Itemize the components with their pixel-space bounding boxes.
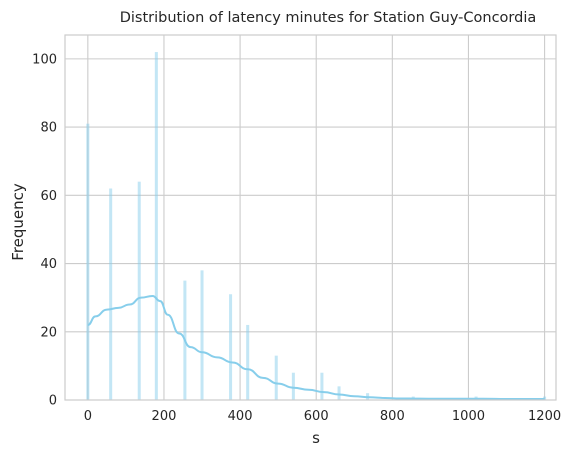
histogram-bar [246, 324, 250, 400]
y-axis-label: Frequency [9, 183, 27, 261]
x-tick-label: 800 [380, 409, 405, 424]
y-tick-label: 40 [40, 257, 57, 272]
histogram-bar [109, 188, 113, 400]
y-tick-label: 0 [49, 394, 57, 409]
y-tick-label: 20 [40, 325, 57, 340]
histogram-bar [320, 372, 324, 400]
histogram-bar [337, 386, 341, 400]
y-tick-label: 60 [40, 189, 57, 204]
kde-line [87, 294, 545, 400]
histogram-bar [229, 294, 233, 400]
x-tick-label: 0 [84, 409, 92, 424]
x-axis-label: s [312, 429, 320, 447]
histogram-bar [137, 181, 141, 400]
x-tick-labels: 0 200 400 600 800 1000 1200 [84, 409, 561, 424]
chart-title: Distribution of latency minutes for Stat… [120, 10, 537, 26]
histogram-bar [86, 123, 90, 400]
kde-curve [87, 294, 545, 400]
x-tick-label: 600 [304, 409, 329, 424]
x-tick-label: 1000 [452, 409, 485, 424]
histogram-bar [274, 355, 278, 400]
histogram-bar [291, 372, 295, 400]
y-tick-label: 80 [40, 121, 57, 136]
histogram-bar [200, 270, 204, 400]
x-tick-label: 200 [152, 409, 177, 424]
axes-frame [64, 34, 557, 401]
y-tick-label: 100 [32, 52, 57, 67]
x-tick-label: 1200 [528, 409, 561, 424]
y-tick-labels: 0 20 40 60 80 100 [32, 52, 57, 408]
histogram-bar [154, 52, 158, 400]
x-tick-label: 400 [228, 409, 253, 424]
grid-lines [65, 35, 556, 401]
